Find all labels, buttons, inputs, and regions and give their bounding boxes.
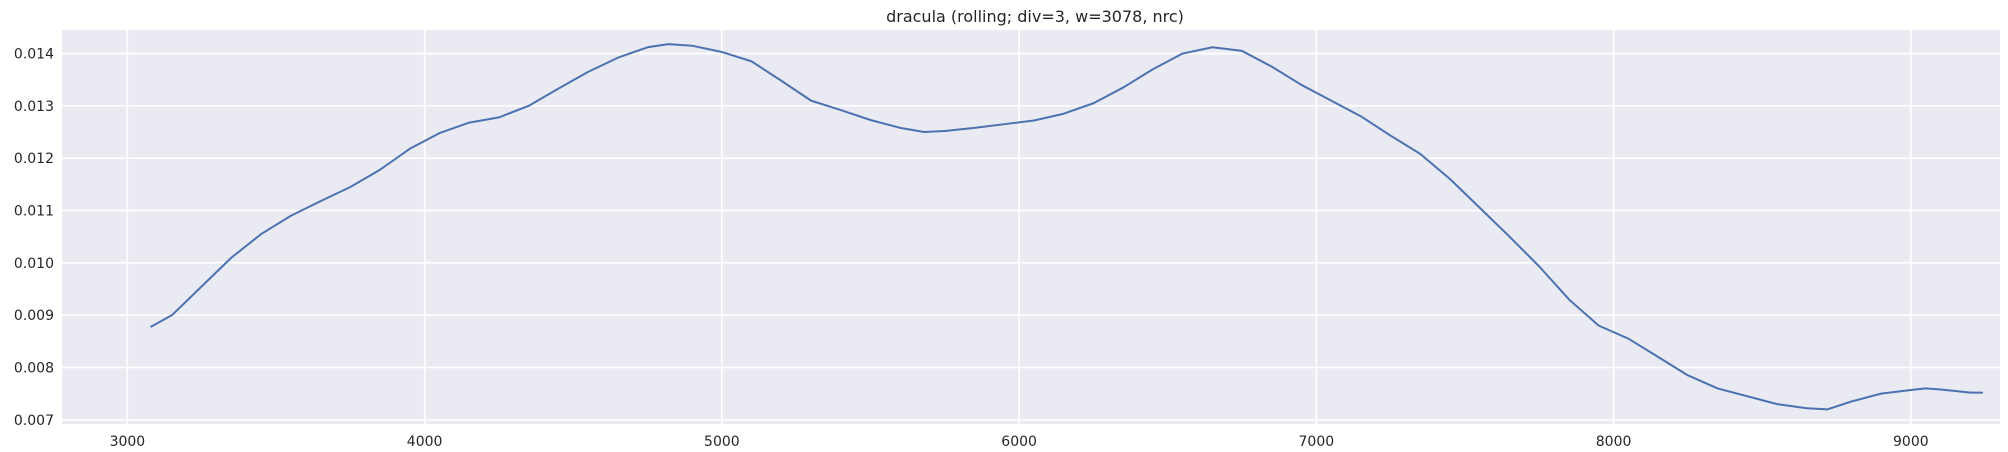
y-tick-label: 0.009 — [14, 308, 54, 324]
plot-area — [62, 30, 2000, 424]
y-gridlines — [62, 52, 2000, 421]
y-tick-label: 0.011 — [14, 204, 54, 220]
y-tick-label: 0.013 — [14, 99, 54, 115]
chart-title: dracula (rolling; div=3, w=3078, nrc) — [886, 7, 1184, 26]
y-tick-label: 0.010 — [14, 256, 54, 272]
x-tick-label: 7000 — [1299, 434, 1335, 450]
x-tick-label: 6000 — [1001, 434, 1037, 450]
x-gridlines — [126, 30, 1912, 424]
x-tick-label: 5000 — [704, 434, 740, 450]
x-tick-label: 4000 — [407, 434, 443, 450]
x-tick-label: 9000 — [1893, 434, 1929, 450]
y-tick-label: 0.014 — [14, 47, 54, 63]
series-line — [150, 43, 1984, 411]
x-axis-tick-labels: 3000 4000 5000 6000 7000 8000 9000 — [110, 434, 1929, 450]
y-tick-label: 0.012 — [14, 151, 54, 167]
x-tick-label: 3000 — [110, 434, 146, 450]
y-axis-tick-labels: 0.007 0.008 0.009 0.010 0.011 0.012 0.013 0.014 — [14, 47, 54, 429]
y-tick-label: 0.007 — [14, 413, 54, 429]
x-tick-label: 8000 — [1596, 434, 1632, 450]
y-tick-label: 0.008 — [14, 360, 54, 376]
series-layer — [150, 43, 1984, 411]
